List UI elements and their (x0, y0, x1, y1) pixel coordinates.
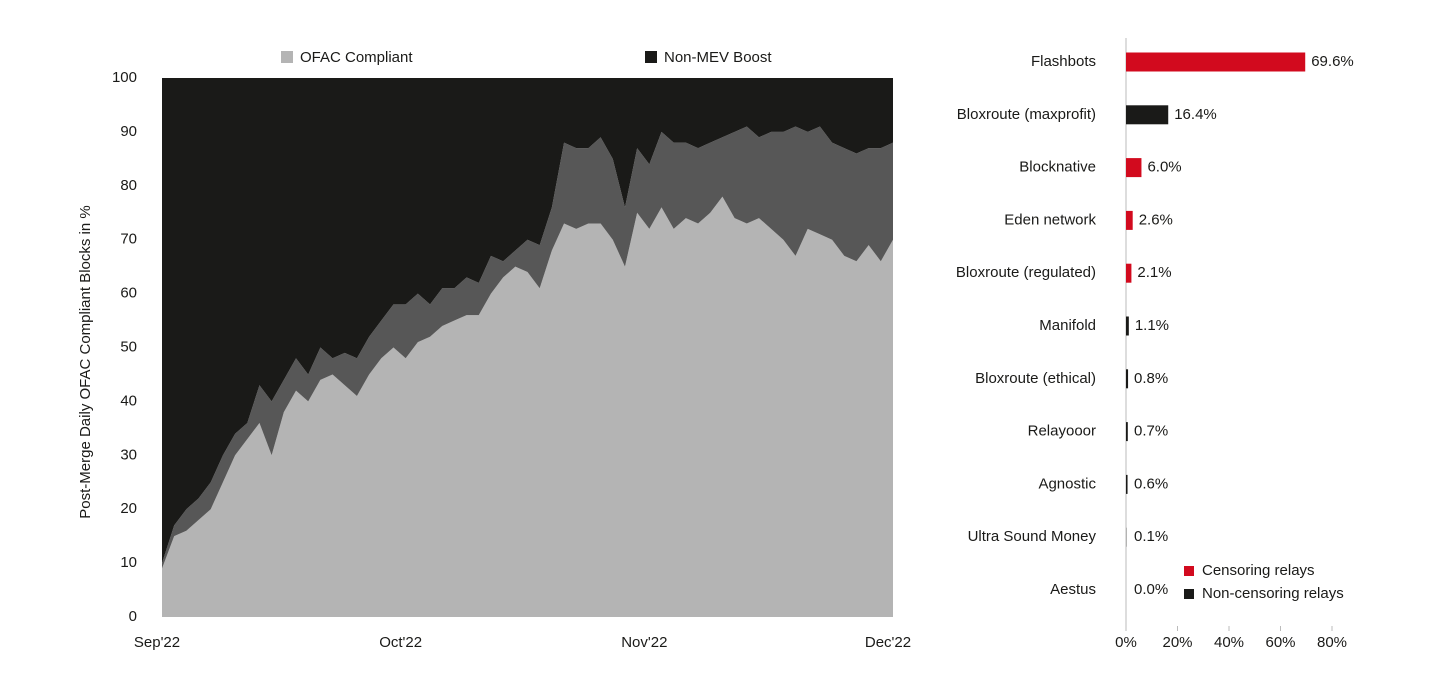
bar (1126, 422, 1128, 442)
x-tick-label: 20% (1162, 634, 1192, 651)
bar (1126, 210, 1133, 230)
category-label: Relayooor (1028, 423, 1096, 440)
category-label: Blocknative (1019, 159, 1096, 176)
bar (1126, 369, 1129, 389)
legend-label: Censoring relays (1202, 562, 1315, 579)
x-tick-label: Sep'22 (134, 634, 180, 651)
area (162, 196, 893, 617)
x-tick-label: 0% (1115, 634, 1137, 651)
bar (1126, 263, 1132, 283)
legend-swatch (1184, 589, 1194, 599)
category-label: Ultra Sound Money (968, 528, 1097, 545)
x-tick-label: Nov'22 (621, 634, 667, 651)
y-tick-label: 30 (120, 446, 137, 463)
y-tick-label: 20 (120, 500, 137, 517)
value-label: 0.8% (1134, 370, 1168, 387)
category-label: Flashbots (1031, 53, 1096, 70)
category-label: Manifold (1039, 317, 1096, 334)
value-label: 6.0% (1147, 159, 1181, 176)
y-tick-label: 10 (120, 554, 137, 571)
legend-label: OFAC Compliant (300, 49, 413, 66)
bar (1126, 474, 1128, 494)
value-label: 0.6% (1134, 475, 1168, 492)
legend-swatch (281, 51, 293, 63)
area (162, 126, 893, 569)
value-label: 1.1% (1135, 317, 1169, 334)
category-label: Aestus (1050, 581, 1096, 598)
y-tick-label: 70 (120, 231, 137, 248)
legend-swatch (645, 51, 657, 63)
value-label: 2.6% (1139, 211, 1173, 228)
category-label: Bloxroute (regulated) (956, 264, 1096, 281)
bar (1126, 158, 1142, 178)
value-label: 0.7% (1134, 423, 1168, 440)
y-tick-label: 60 (120, 285, 137, 302)
bar (1126, 105, 1169, 125)
bar (1126, 316, 1129, 336)
legend-label: Non-MEV Boost (664, 49, 772, 66)
area (162, 78, 893, 564)
x-tick-label: Oct'22 (379, 634, 422, 651)
category-label: Bloxroute (maxprofit) (957, 106, 1096, 123)
x-tick-label: 60% (1265, 634, 1295, 651)
category-label: Eden network (1004, 211, 1096, 228)
legend-swatch (1184, 566, 1194, 576)
value-label: 0.0% (1134, 581, 1168, 598)
category-label: Agnostic (1038, 475, 1096, 492)
y-tick-label: 90 (120, 123, 137, 140)
y-axis-label: Post-Merge Daily OFAC Compliant Blocks i… (77, 205, 94, 518)
value-label: 69.6% (1311, 53, 1354, 70)
x-tick-label: Dec'22 (865, 634, 911, 651)
value-label: 2.1% (1137, 264, 1171, 281)
y-tick-label: 0 (129, 608, 137, 625)
x-tick-label: 80% (1317, 634, 1347, 651)
bar (1126, 52, 1306, 72)
value-label: 16.4% (1174, 106, 1217, 123)
value-label: 0.1% (1134, 528, 1168, 545)
category-label: Bloxroute (ethical) (975, 370, 1096, 387)
y-tick-label: 40 (120, 392, 137, 409)
y-tick-label: 80 (120, 177, 137, 194)
y-tick-label: 100 (112, 69, 137, 86)
x-tick-label: 40% (1214, 634, 1244, 651)
legend-label: Non-censoring relays (1202, 585, 1344, 602)
y-tick-label: 50 (120, 338, 137, 355)
